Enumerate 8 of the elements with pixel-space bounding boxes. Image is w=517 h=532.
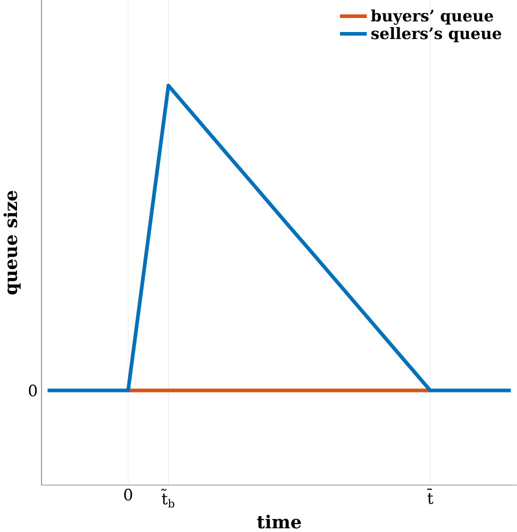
legend-label: sellers’s queue — [371, 27, 502, 42]
legend-label: buyers’ queue — [371, 9, 494, 25]
x-tick-label: 0 — [124, 488, 132, 501]
x-tick-label: t̃$_{b}$ — [161, 488, 174, 508]
y-axis-title: queue size — [3, 190, 21, 294]
x-tick-label: t̄ — [427, 488, 434, 504]
x-axis-title: time — [257, 514, 301, 529]
text: 0 — [28, 384, 37, 396]
